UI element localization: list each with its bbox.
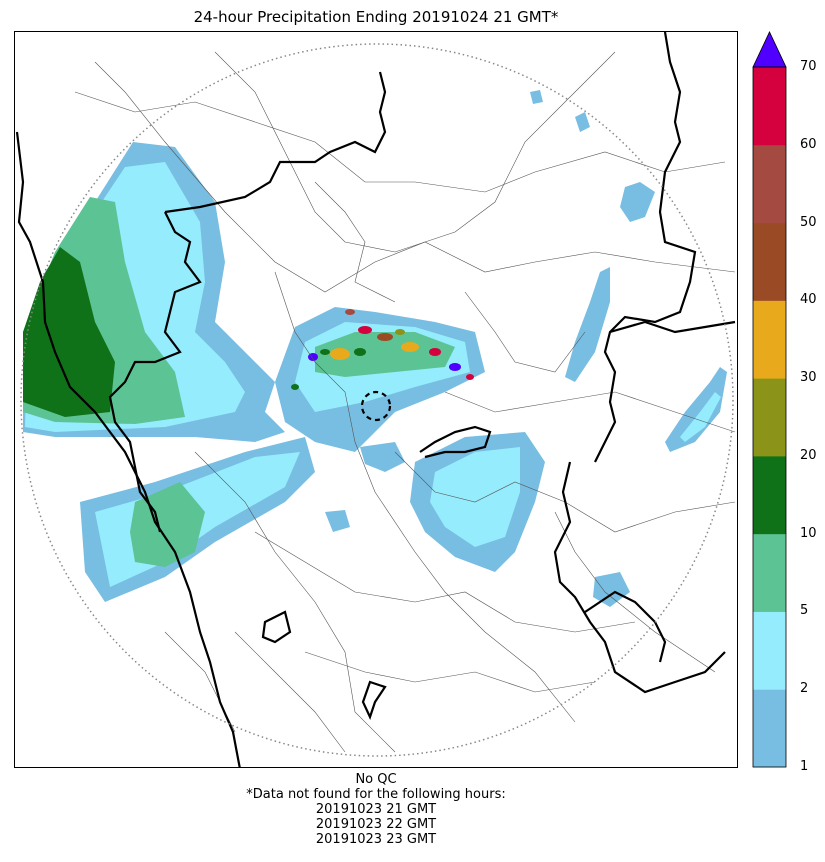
precip-green-center [315, 332, 455, 377]
missing-data-note: *Data not found for the following hours: [246, 787, 506, 802]
precip-colorbar [752, 31, 787, 768]
colorbar-segment [753, 67, 786, 146]
precip-light-blue-east [665, 367, 727, 452]
precip-cyan-east [680, 392, 721, 442]
range-ring [20, 43, 734, 757]
colorbar-segment [753, 533, 786, 612]
colorbar-tick-label: 60 [800, 136, 817, 152]
precip-light-blue-north2 [530, 90, 543, 104]
precip-cyan-south [430, 447, 520, 547]
colorbar-tick-label: 2 [800, 681, 809, 697]
precip-darkgreen-west [23, 247, 115, 417]
map-title: 24-hour Precipitation Ending 20191024 21… [193, 8, 559, 26]
colorbar-tick-label: 5 [800, 603, 809, 619]
radar-map-svg [15, 32, 736, 767]
colorbar-segments [753, 67, 786, 768]
district-boundaries [74, 51, 736, 753]
colorbar-segment [753, 222, 786, 301]
state-boundaries [15, 32, 736, 767]
colorbar-segment [753, 689, 786, 768]
colorbar-segment [753, 611, 786, 690]
colorbar-tick-label: 40 [800, 292, 817, 308]
precip-layer [23, 90, 727, 607]
colorbar-tick-label: 30 [800, 370, 817, 386]
missing-hour: 20191023 22 GMT [315, 817, 437, 832]
colorbar-tick-label: 20 [800, 447, 817, 463]
radar-map [14, 31, 738, 768]
colorbar-tick-label: 1 [800, 759, 809, 774]
colorbar-tick-label: 10 [800, 525, 817, 541]
precip-light-blue-small-s [325, 510, 350, 532]
colorbar-tick-label: 50 [800, 214, 817, 230]
colorbar-segment [753, 455, 786, 535]
missing-hour: 20191023 21 GMT [315, 802, 437, 817]
precip-light-blue-nne [620, 182, 655, 222]
precip-light-blue-ne [565, 267, 610, 382]
colorbar-tick-label: 70 [800, 59, 817, 74]
colorbar-segment [753, 300, 786, 379]
qc-status: No QC [355, 772, 397, 787]
colorbar-segment [753, 144, 786, 224]
colorbar-extend-arrow [752, 31, 787, 68]
precip-light-blue-scatter [360, 442, 405, 472]
precip-light-blue-se [593, 572, 630, 607]
colorbar-outline [752, 66, 787, 768]
precip-light-blue-north [575, 112, 590, 132]
precip-cells-center [291, 309, 474, 390]
footer-note: No QC *Data not found for the following … [0, 772, 752, 847]
colorbar-segment [753, 378, 786, 457]
radar-site-marker [360, 390, 392, 422]
missing-hour: 20191023 23 GMT [315, 832, 437, 847]
